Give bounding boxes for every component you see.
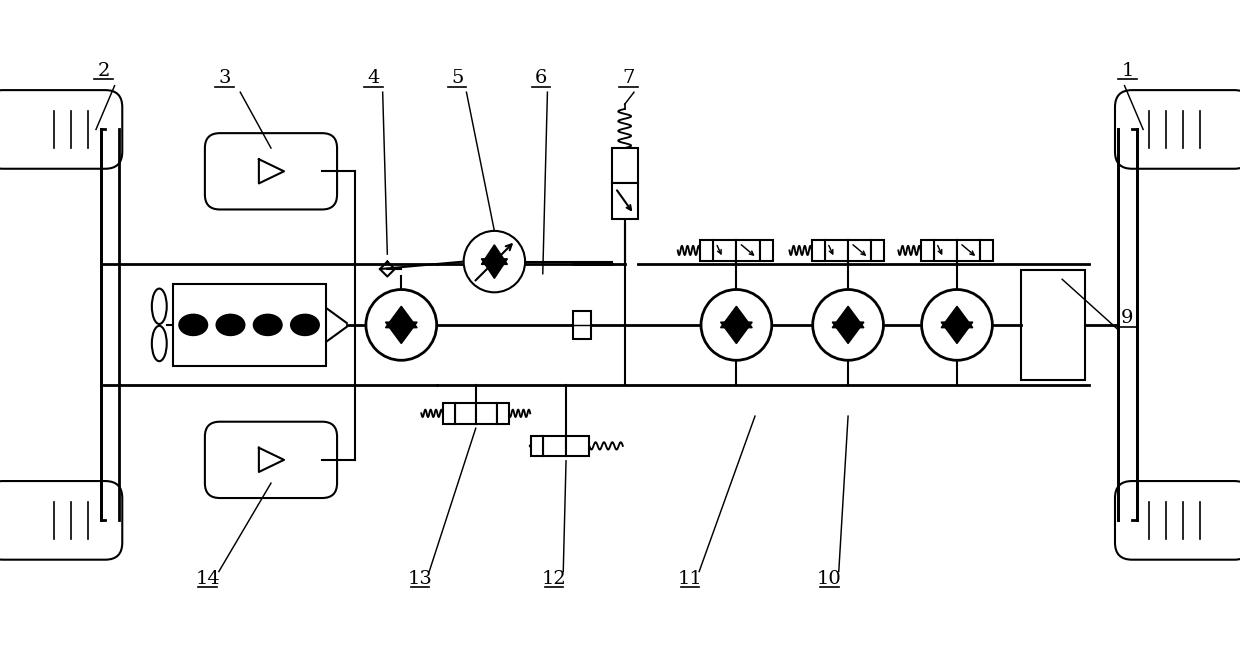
Polygon shape — [481, 245, 507, 265]
Bar — [531, 435, 543, 456]
Polygon shape — [832, 322, 864, 344]
Bar — [872, 240, 884, 261]
Polygon shape — [941, 322, 973, 344]
Bar — [812, 240, 825, 261]
Bar — [920, 240, 934, 261]
FancyBboxPatch shape — [205, 422, 337, 498]
Bar — [934, 240, 957, 261]
Bar — [573, 311, 591, 339]
Bar — [848, 240, 872, 261]
FancyBboxPatch shape — [0, 481, 123, 560]
Text: 12: 12 — [542, 570, 567, 588]
Bar — [443, 403, 455, 424]
Ellipse shape — [254, 314, 281, 335]
Bar — [957, 240, 981, 261]
Bar — [981, 240, 993, 261]
Bar — [611, 183, 637, 219]
Ellipse shape — [217, 314, 244, 335]
Text: 7: 7 — [622, 69, 635, 87]
Circle shape — [464, 231, 525, 292]
Polygon shape — [720, 322, 753, 344]
Circle shape — [812, 289, 883, 360]
Text: 14: 14 — [196, 570, 219, 588]
Text: 13: 13 — [408, 570, 433, 588]
Text: 6: 6 — [534, 69, 547, 87]
Circle shape — [366, 289, 436, 360]
FancyBboxPatch shape — [205, 133, 337, 210]
Bar — [611, 148, 637, 183]
FancyBboxPatch shape — [1115, 90, 1240, 169]
Bar — [172, 284, 326, 366]
Bar — [455, 403, 476, 424]
Text: 1: 1 — [1121, 61, 1133, 80]
FancyBboxPatch shape — [1115, 481, 1240, 560]
Polygon shape — [386, 322, 417, 344]
Text: 10: 10 — [817, 570, 842, 588]
Polygon shape — [386, 306, 417, 327]
Text: 11: 11 — [677, 570, 702, 588]
Bar — [701, 240, 713, 261]
Text: 2: 2 — [97, 61, 109, 80]
Bar — [760, 240, 773, 261]
Polygon shape — [832, 306, 864, 327]
Text: 9: 9 — [1121, 309, 1133, 327]
Bar — [825, 240, 848, 261]
Circle shape — [921, 289, 992, 360]
Text: 5: 5 — [451, 69, 464, 87]
Bar — [737, 240, 760, 261]
Bar — [476, 403, 497, 424]
Ellipse shape — [151, 289, 166, 324]
Text: 4: 4 — [367, 69, 379, 87]
Bar — [497, 403, 508, 424]
Bar — [713, 240, 737, 261]
Bar — [543, 435, 565, 456]
Bar — [1022, 270, 1085, 380]
Polygon shape — [941, 306, 973, 327]
Text: 3: 3 — [218, 69, 231, 87]
Ellipse shape — [291, 314, 319, 335]
Circle shape — [701, 289, 771, 360]
Bar — [565, 435, 589, 456]
FancyBboxPatch shape — [0, 90, 123, 169]
Ellipse shape — [151, 326, 166, 361]
Polygon shape — [481, 259, 507, 278]
Ellipse shape — [180, 314, 207, 335]
Polygon shape — [720, 306, 753, 327]
